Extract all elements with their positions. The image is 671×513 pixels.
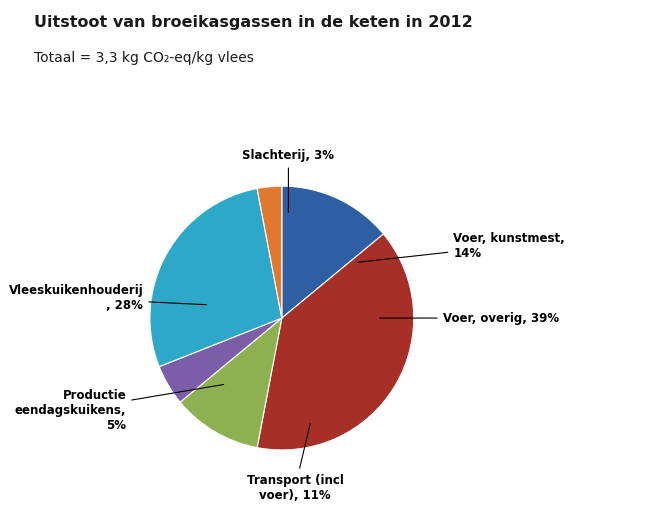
Wedge shape [159,318,282,402]
Wedge shape [282,186,383,318]
Wedge shape [150,188,282,367]
Text: Productie
eendagskuikens,
5%: Productie eendagskuikens, 5% [15,384,223,432]
Wedge shape [257,234,414,450]
Text: Slachterij, 3%: Slachterij, 3% [242,149,334,212]
Text: Voer, overig, 39%: Voer, overig, 39% [380,311,559,325]
Text: Uitstoot van broeikasgassen in de keten in 2012: Uitstoot van broeikasgassen in de keten … [34,15,472,30]
Text: Vleeskuikenhouderij
, 28%: Vleeskuikenhouderij , 28% [9,284,207,312]
Text: Transport (incl
voer), 11%: Transport (incl voer), 11% [246,424,344,502]
Text: Voer, kunstmest,
14%: Voer, kunstmest, 14% [357,231,565,262]
Wedge shape [257,186,282,318]
Text: Totaal = 3,3 kg CO₂-eq/kg vlees: Totaal = 3,3 kg CO₂-eq/kg vlees [34,51,254,65]
Wedge shape [180,318,282,448]
